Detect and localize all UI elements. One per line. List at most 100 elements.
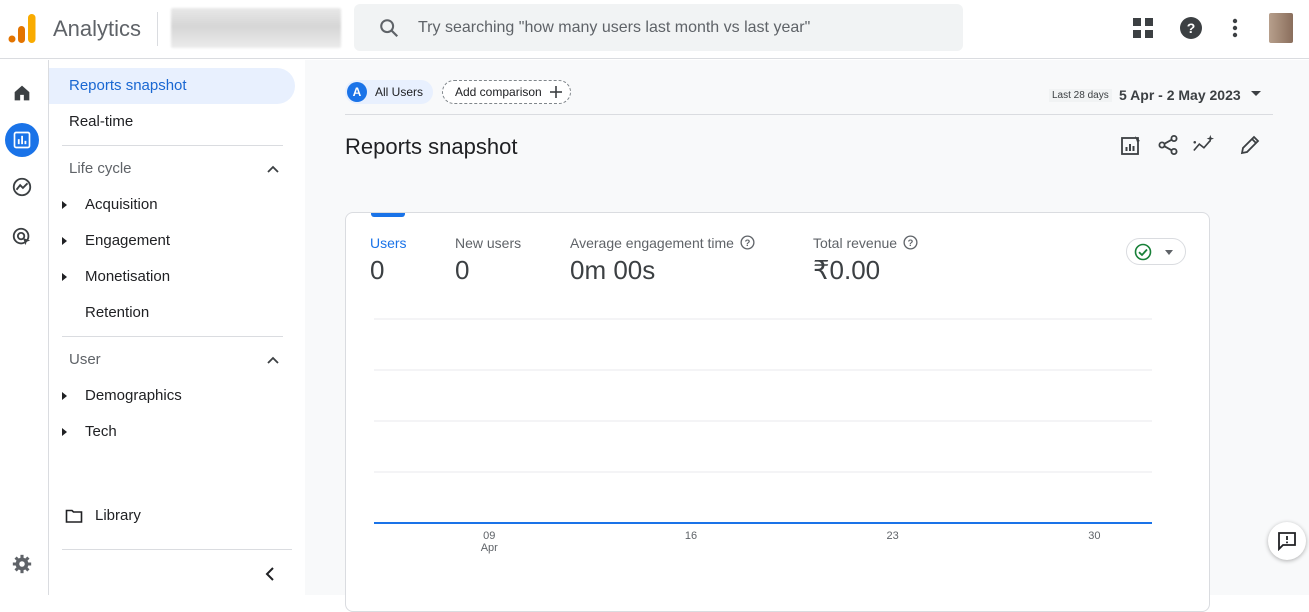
- expand-arrow-icon: [62, 237, 67, 245]
- search-bar[interactable]: [354, 4, 963, 51]
- nav-item-label: Library: [95, 507, 141, 524]
- metric-new-users[interactable]: New users 0: [455, 235, 521, 286]
- rail-advertising[interactable]: [5, 220, 39, 254]
- expand-arrow-icon: [62, 273, 67, 281]
- nav-item-retention[interactable]: Retention: [49, 295, 295, 331]
- nav-item-label: Demographics: [85, 387, 182, 404]
- rail-home[interactable]: [5, 76, 39, 110]
- x-tick-label: 23: [887, 530, 899, 542]
- nav-item-reports-snapshot[interactable]: Reports snapshot: [49, 68, 295, 104]
- page-title: Reports snapshot: [345, 134, 518, 159]
- rail-settings[interactable]: [5, 547, 39, 581]
- apps-grid-icon[interactable]: [1130, 15, 1156, 41]
- feedback-icon: [1278, 532, 1296, 551]
- reports-nav: Reports snapshot Real-time Life cycle Ac…: [49, 60, 305, 595]
- help-circle-icon[interactable]: ?: [740, 235, 755, 250]
- expand-arrow-icon: [62, 392, 67, 400]
- nav-divider: [62, 549, 292, 550]
- x-tick-label: 09: [483, 530, 495, 542]
- plus-icon: [549, 86, 562, 98]
- chevron-down-icon: [1165, 250, 1173, 255]
- metric-label: Total revenue: [813, 235, 898, 251]
- top-bar: Analytics ?: [0, 0, 1309, 59]
- nav-section-label: User: [69, 351, 101, 368]
- add-comparison-button[interactable]: Add comparison: [442, 80, 571, 104]
- x-tick-label: 30: [1088, 530, 1100, 542]
- svg-text:?: ?: [745, 238, 751, 248]
- more-vert-icon[interactable]: [1222, 15, 1248, 41]
- nav-item-library[interactable]: Library: [65, 502, 141, 530]
- main-content: A All Users Add comparison Last 28 days …: [305, 60, 1309, 612]
- header-divider: [345, 114, 1273, 115]
- x-tick-label: 16: [685, 530, 697, 542]
- metric-label: New users: [455, 235, 522, 251]
- rail-reports[interactable]: [5, 123, 39, 157]
- add-comparison-label: Add comparison: [455, 85, 542, 99]
- x-tick-sublabel: Apr: [481, 542, 498, 554]
- help-circle-icon[interactable]: ?: [903, 235, 918, 250]
- metrics-card: Users 0 New users 0 Average engagement t…: [345, 212, 1210, 612]
- nav-item-label: Engagement: [85, 232, 171, 249]
- gear-icon: [12, 554, 32, 574]
- chevron-up-icon: [267, 356, 279, 364]
- nav-divider: [62, 145, 283, 146]
- folder-icon: [65, 509, 83, 523]
- insights-icon[interactable]: [1192, 134, 1214, 156]
- check-circle-icon: [1134, 243, 1152, 261]
- explore-icon: [12, 177, 32, 197]
- help-icon[interactable]: ?: [1178, 15, 1204, 41]
- nav-item-label: Monetisation: [85, 268, 171, 285]
- selected-metric-indicator: [371, 213, 405, 217]
- search-icon: [380, 19, 399, 38]
- avatar[interactable]: [1269, 13, 1293, 43]
- metric-label: Users: [370, 235, 407, 251]
- nav-section-user[interactable]: User: [69, 348, 283, 372]
- nav-item-demographics[interactable]: Demographics: [49, 378, 295, 414]
- segment-badge: A: [347, 82, 367, 102]
- analytics-logo-icon[interactable]: [8, 14, 36, 44]
- date-range-picker[interactable]: 5 Apr - 2 May 2023: [1119, 87, 1241, 103]
- share-icon[interactable]: [1157, 134, 1179, 156]
- metric-value: 0: [370, 255, 385, 285]
- nav-item-label: Acquisition: [85, 196, 158, 213]
- metric-value: ₹0.00: [813, 255, 881, 285]
- chevron-down-icon[interactable]: [1251, 91, 1261, 96]
- bar-chart-icon: [13, 131, 31, 149]
- all-users-label: All Users: [375, 85, 424, 99]
- collapse-nav-icon[interactable]: [259, 563, 281, 585]
- nav-section-label: Life cycle: [69, 160, 132, 177]
- expand-arrow-icon: [62, 428, 67, 436]
- nav-item-acquisition[interactable]: Acquisition: [49, 187, 295, 223]
- nav-divider: [62, 336, 283, 337]
- advertising-icon: [12, 227, 31, 246]
- customize-report-icon[interactable]: [1120, 134, 1142, 156]
- nav-item-label: Retention: [85, 304, 150, 321]
- nav-item-monetisation[interactable]: Monetisation: [49, 259, 295, 295]
- feedback-button[interactable]: [1268, 522, 1306, 560]
- svg-text:?: ?: [1187, 20, 1196, 36]
- app-title: Analytics: [53, 16, 142, 41]
- all-users-chip[interactable]: A All Users: [345, 80, 434, 104]
- expand-arrow-icon: [62, 201, 67, 209]
- edit-pencil-icon[interactable]: [1239, 134, 1261, 156]
- metric-label: Average engagement time: [570, 235, 734, 251]
- nav-item-tech[interactable]: Tech: [49, 414, 295, 450]
- metric-value: 0m 00s: [570, 255, 656, 285]
- nav-section-life-cycle[interactable]: Life cycle: [69, 157, 283, 181]
- date-range-caption: Last 28 days: [1049, 89, 1112, 102]
- chevron-up-icon: [267, 165, 279, 173]
- metric-total-revenue[interactable]: Total revenue? ₹0.00: [813, 235, 918, 286]
- metric-users[interactable]: Users 0: [370, 235, 407, 286]
- title-divider: [157, 12, 158, 46]
- metric-value: 0: [455, 255, 470, 285]
- search-input[interactable]: [418, 14, 938, 42]
- account-selector[interactable]: [171, 8, 341, 48]
- rail-explore[interactable]: [5, 170, 39, 204]
- nav-item-real-time[interactable]: Real-time: [69, 113, 134, 130]
- nav-item-label: Tech: [85, 423, 117, 440]
- metric-average-engagement-time[interactable]: Average engagement time? 0m 00s: [570, 235, 755, 286]
- data-quality-chip[interactable]: [1126, 238, 1186, 265]
- svg-text:?: ?: [908, 238, 914, 248]
- nav-item-engagement[interactable]: Engagement: [49, 223, 295, 259]
